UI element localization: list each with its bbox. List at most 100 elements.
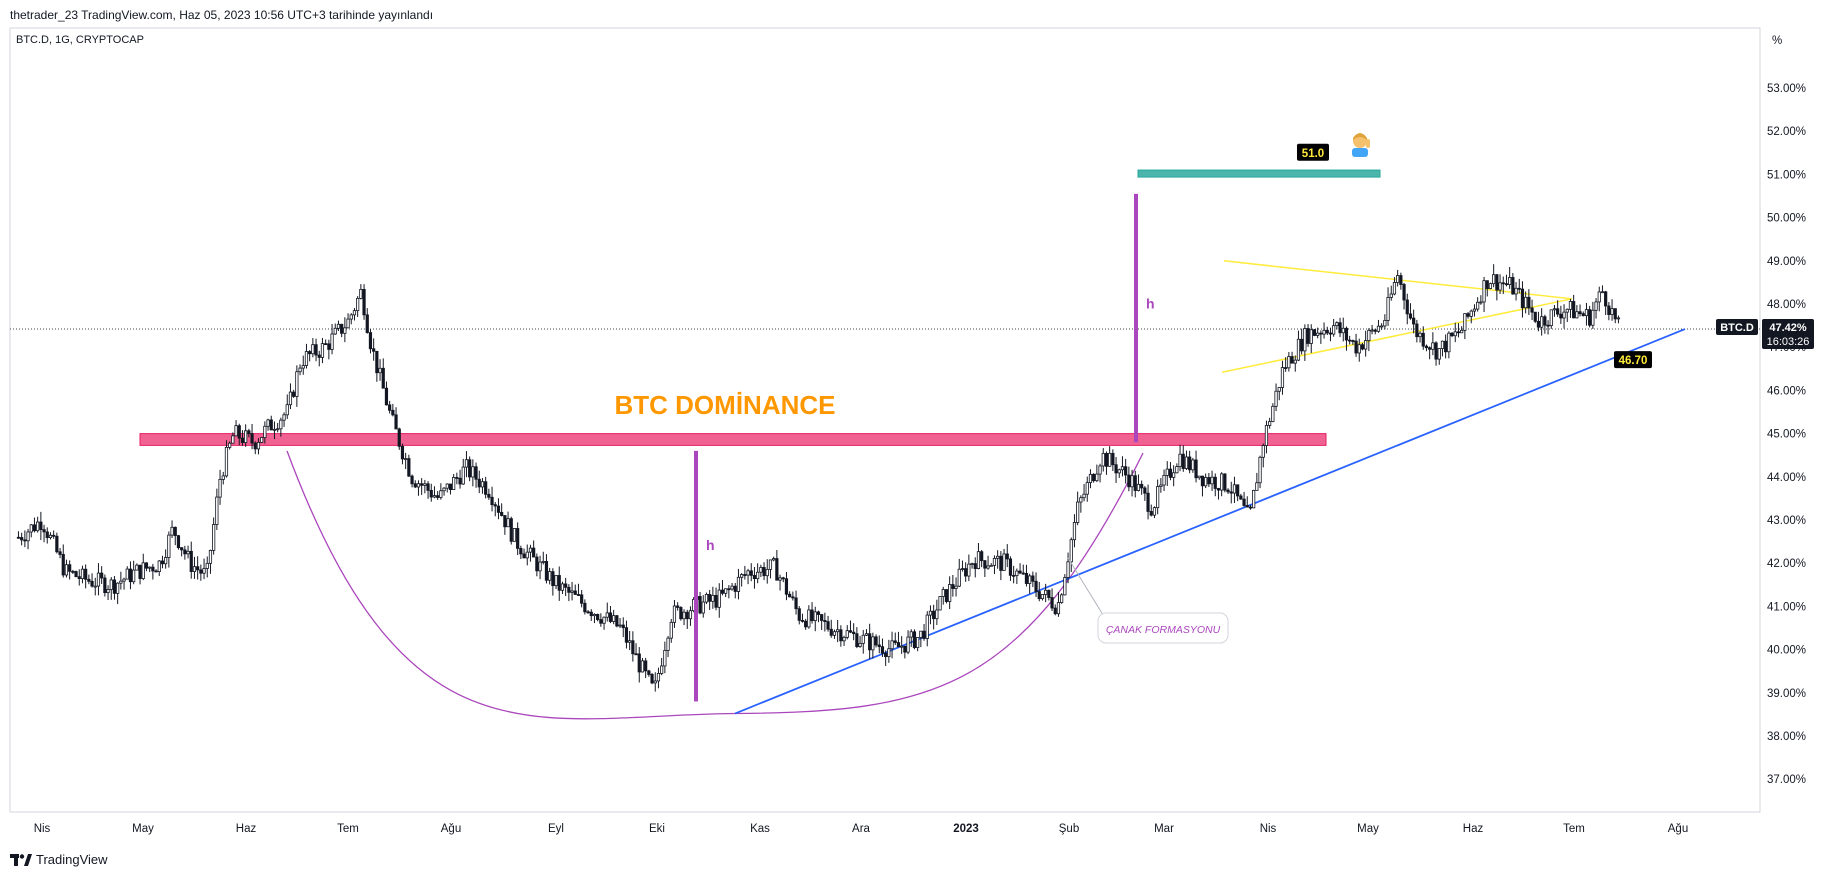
candle-body — [874, 636, 878, 646]
candle-body — [1357, 344, 1361, 354]
support-trend-line — [734, 328, 1686, 715]
candle-body — [816, 611, 821, 615]
candle-body — [954, 585, 958, 589]
candle-body — [388, 404, 392, 411]
candle-body — [608, 612, 613, 622]
candle-body — [234, 425, 238, 437]
candle-body — [1476, 301, 1480, 310]
candle-body — [519, 548, 523, 555]
y-tick-label: 43.00% — [1767, 515, 1806, 527]
y-tick-label: 53.00% — [1767, 83, 1806, 95]
candle-body — [1140, 483, 1144, 489]
candle-body — [967, 563, 971, 577]
candle-body — [1296, 338, 1301, 361]
candle-body — [173, 526, 177, 537]
candle-body — [1079, 497, 1083, 503]
candle-body — [829, 628, 833, 636]
candle-body — [359, 289, 363, 299]
candle-body — [298, 367, 302, 373]
candle-body — [244, 430, 248, 443]
candle-body — [1188, 456, 1192, 471]
candle-body — [205, 562, 209, 569]
candle-body — [52, 534, 56, 537]
candle-body — [612, 615, 616, 622]
candle-body — [308, 351, 312, 355]
candle-body — [1149, 511, 1153, 516]
cup-curve — [286, 450, 1144, 720]
candle-body — [1341, 327, 1345, 334]
candle-body — [202, 568, 206, 574]
candle-body — [922, 630, 926, 639]
callout-pointer — [1067, 557, 1109, 624]
candle-body — [256, 442, 261, 450]
candle-body — [1287, 356, 1291, 369]
candle-body — [1101, 453, 1105, 467]
candle-body — [333, 327, 337, 335]
price-tag-countdown: 16:03:26 — [1767, 336, 1810, 348]
candle-body — [1076, 501, 1080, 523]
candle-body — [765, 568, 769, 577]
candle-body — [893, 640, 897, 643]
candle-body — [887, 648, 891, 658]
candle-body — [314, 344, 318, 356]
candle-body — [1552, 308, 1557, 311]
triangle-lower-line — [1221, 298, 1573, 373]
candle-body — [1024, 572, 1029, 584]
candle-body — [557, 575, 561, 591]
candle-body — [861, 634, 865, 644]
candle-body — [212, 524, 216, 551]
candle-body — [1402, 284, 1406, 301]
candle-body — [1213, 476, 1217, 489]
candle-body — [1037, 591, 1041, 600]
candle-body — [541, 561, 545, 563]
candle-body — [474, 466, 478, 480]
candle-body — [1348, 339, 1352, 342]
candle-body — [708, 593, 712, 602]
candle-body — [304, 351, 309, 366]
candle-body — [1060, 594, 1064, 603]
candle-body — [1300, 338, 1304, 352]
candle-body — [116, 582, 120, 594]
candle-body — [1396, 275, 1400, 283]
brand-logo[interactable]: TradingView — [10, 852, 108, 867]
candle-body — [253, 442, 257, 450]
candle-body — [1271, 405, 1275, 422]
candle-body — [1501, 282, 1505, 285]
candle-body — [1124, 466, 1128, 476]
candle-body — [477, 478, 481, 488]
candle-body — [490, 496, 494, 506]
candle-body — [1424, 345, 1429, 349]
candle-body — [381, 367, 385, 389]
candle-body — [77, 576, 81, 579]
candle-body — [660, 665, 664, 674]
price-tag-value: 47.42% — [1769, 322, 1807, 334]
candle-body — [989, 564, 993, 567]
candle-body — [1031, 575, 1035, 582]
candle-body — [461, 466, 465, 485]
candle-body — [685, 611, 689, 620]
candle-body — [151, 566, 155, 572]
candle-body — [1168, 468, 1173, 478]
candle-body — [1261, 445, 1265, 458]
candle-body — [260, 437, 264, 443]
candle-body — [1450, 332, 1454, 337]
candle-body — [509, 518, 513, 542]
candle-body — [986, 565, 990, 569]
candle-body — [336, 323, 341, 329]
candle-body — [772, 558, 776, 561]
candle-body — [1028, 575, 1032, 584]
candle-body — [624, 627, 629, 643]
candle-body — [320, 343, 325, 358]
candle-body — [282, 414, 286, 421]
candle-body — [768, 559, 773, 570]
candle-body — [285, 404, 289, 416]
candle-body — [1546, 324, 1550, 327]
candle-body — [804, 620, 808, 628]
candle-body — [416, 483, 421, 488]
candle-body — [266, 419, 270, 427]
candle-body — [928, 610, 933, 616]
candle-body — [522, 553, 526, 559]
candle-body — [1098, 465, 1102, 475]
x-tick-label: Mar — [1154, 823, 1174, 835]
